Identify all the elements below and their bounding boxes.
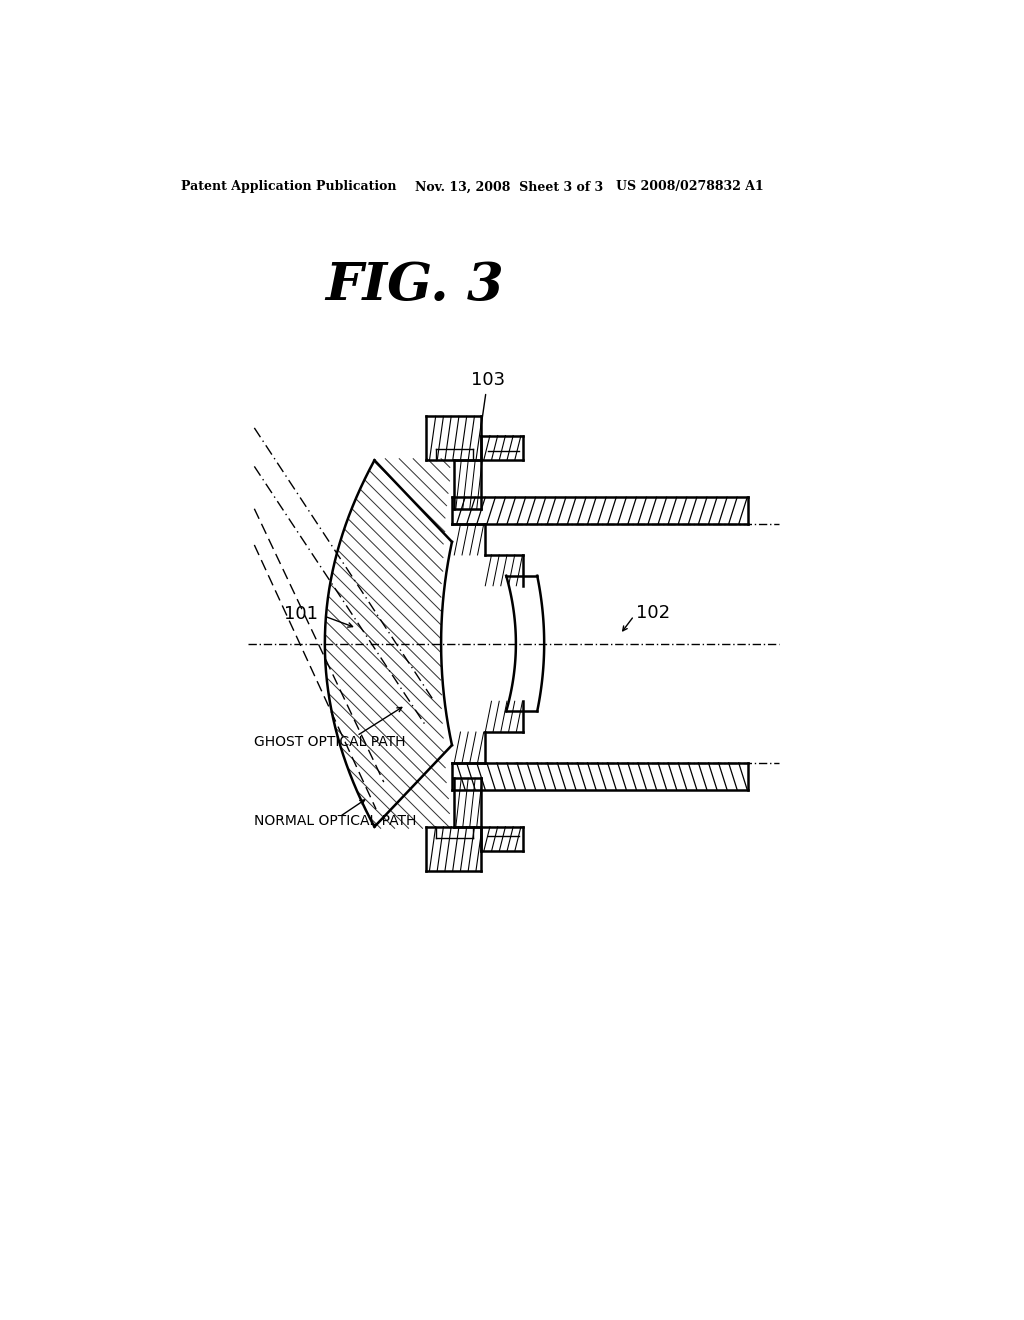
Text: 101: 101 bbox=[284, 606, 317, 623]
Text: Patent Application Publication: Patent Application Publication bbox=[180, 181, 396, 194]
Text: FIG. 3: FIG. 3 bbox=[326, 260, 504, 312]
Text: Nov. 13, 2008  Sheet 3 of 3: Nov. 13, 2008 Sheet 3 of 3 bbox=[415, 181, 603, 194]
Text: GHOST OPTICAL PATH: GHOST OPTICAL PATH bbox=[254, 735, 406, 748]
Text: US 2008/0278832 A1: US 2008/0278832 A1 bbox=[616, 181, 764, 194]
Text: NORMAL OPTICAL PATH: NORMAL OPTICAL PATH bbox=[254, 813, 417, 828]
Text: 103: 103 bbox=[471, 371, 506, 389]
Text: 102: 102 bbox=[636, 603, 670, 622]
